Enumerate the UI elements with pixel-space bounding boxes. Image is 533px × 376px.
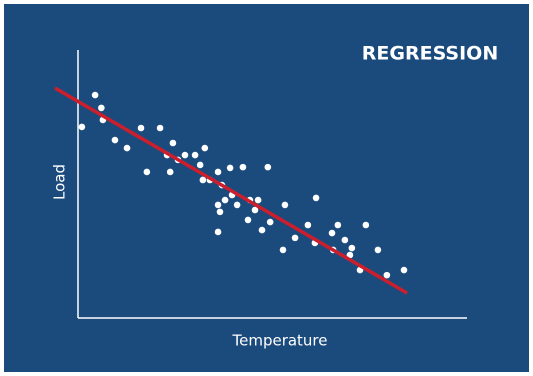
point <box>264 163 272 171</box>
point <box>304 221 312 229</box>
point <box>334 221 342 229</box>
point <box>258 226 266 234</box>
point <box>383 271 391 279</box>
point <box>279 246 287 254</box>
point <box>123 144 131 152</box>
point <box>239 163 247 171</box>
point <box>281 201 289 209</box>
point <box>233 201 241 209</box>
point <box>346 251 354 259</box>
point <box>169 139 177 147</box>
point <box>226 164 234 172</box>
point <box>221 196 229 204</box>
point <box>348 244 356 252</box>
point <box>214 201 222 209</box>
point <box>362 221 370 229</box>
point <box>156 124 164 132</box>
point <box>244 216 252 224</box>
background <box>4 4 529 372</box>
x-axis-label: Temperature <box>231 332 327 350</box>
point <box>328 229 336 237</box>
point <box>111 136 119 144</box>
point <box>199 176 207 184</box>
point <box>341 236 349 244</box>
point <box>251 206 259 214</box>
point <box>196 161 204 169</box>
point <box>166 168 174 176</box>
point <box>143 168 151 176</box>
point <box>214 168 222 176</box>
point <box>291 234 299 242</box>
point <box>400 266 408 274</box>
point <box>91 91 99 99</box>
point <box>216 208 224 216</box>
point <box>312 194 320 202</box>
point <box>137 124 145 132</box>
point <box>98 104 105 112</box>
y-axis-label: Load <box>51 164 69 200</box>
point <box>266 218 274 226</box>
point <box>214 228 222 236</box>
point <box>201 144 209 152</box>
trend-line <box>54 86 408 295</box>
point <box>254 196 262 204</box>
chart-title: REGRESSION <box>362 43 498 65</box>
point <box>191 151 199 159</box>
point <box>181 151 189 159</box>
point <box>374 246 382 254</box>
point <box>78 123 86 131</box>
